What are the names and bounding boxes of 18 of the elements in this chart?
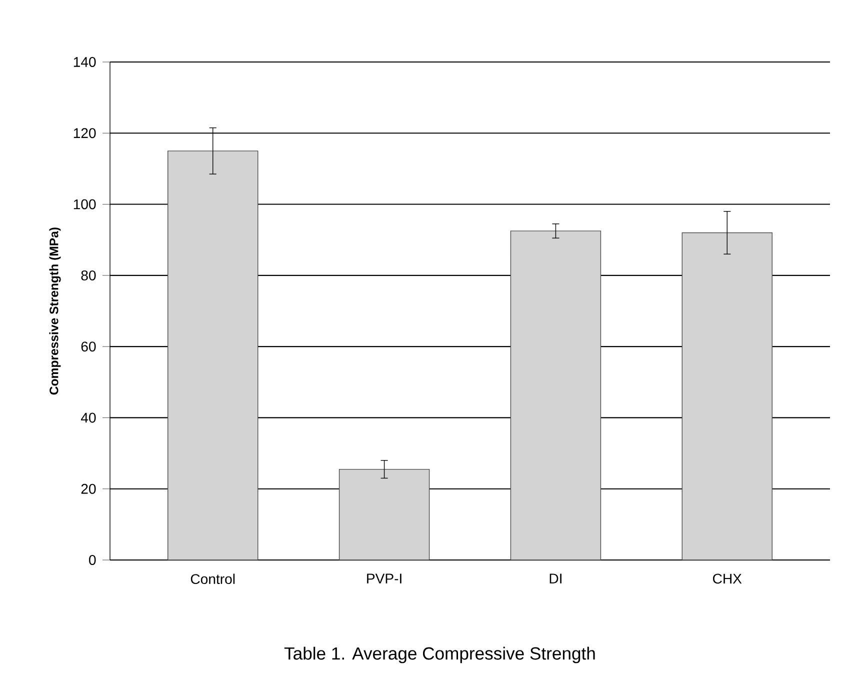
- bar: [510, 230, 602, 560]
- y-tick-label: 60: [81, 342, 96, 352]
- x-tick-label: CHX: [713, 574, 742, 584]
- bar: [168, 150, 258, 560]
- x-tick-label: PVP-I: [367, 574, 402, 584]
- caption: Table 1. Average Compressive Strength: [284, 646, 595, 664]
- x-tick-label: Control: [190, 574, 235, 584]
- y-tick-label: 120: [74, 128, 96, 138]
- y-tick-label: 0: [89, 555, 96, 565]
- x-tick-label: DI: [550, 574, 562, 584]
- bar: [338, 468, 430, 560]
- y-tick-label: 40: [80, 412, 96, 423]
- y-tick-label: 140: [74, 57, 96, 67]
- y-tick-label: 100: [74, 199, 96, 210]
- y-tick-label: 80: [81, 270, 96, 280]
- y-axis-title: Compressive Strength (MPa): [49, 228, 61, 395]
- bar: [682, 232, 772, 560]
- y-tick-label: 20: [81, 484, 96, 494]
